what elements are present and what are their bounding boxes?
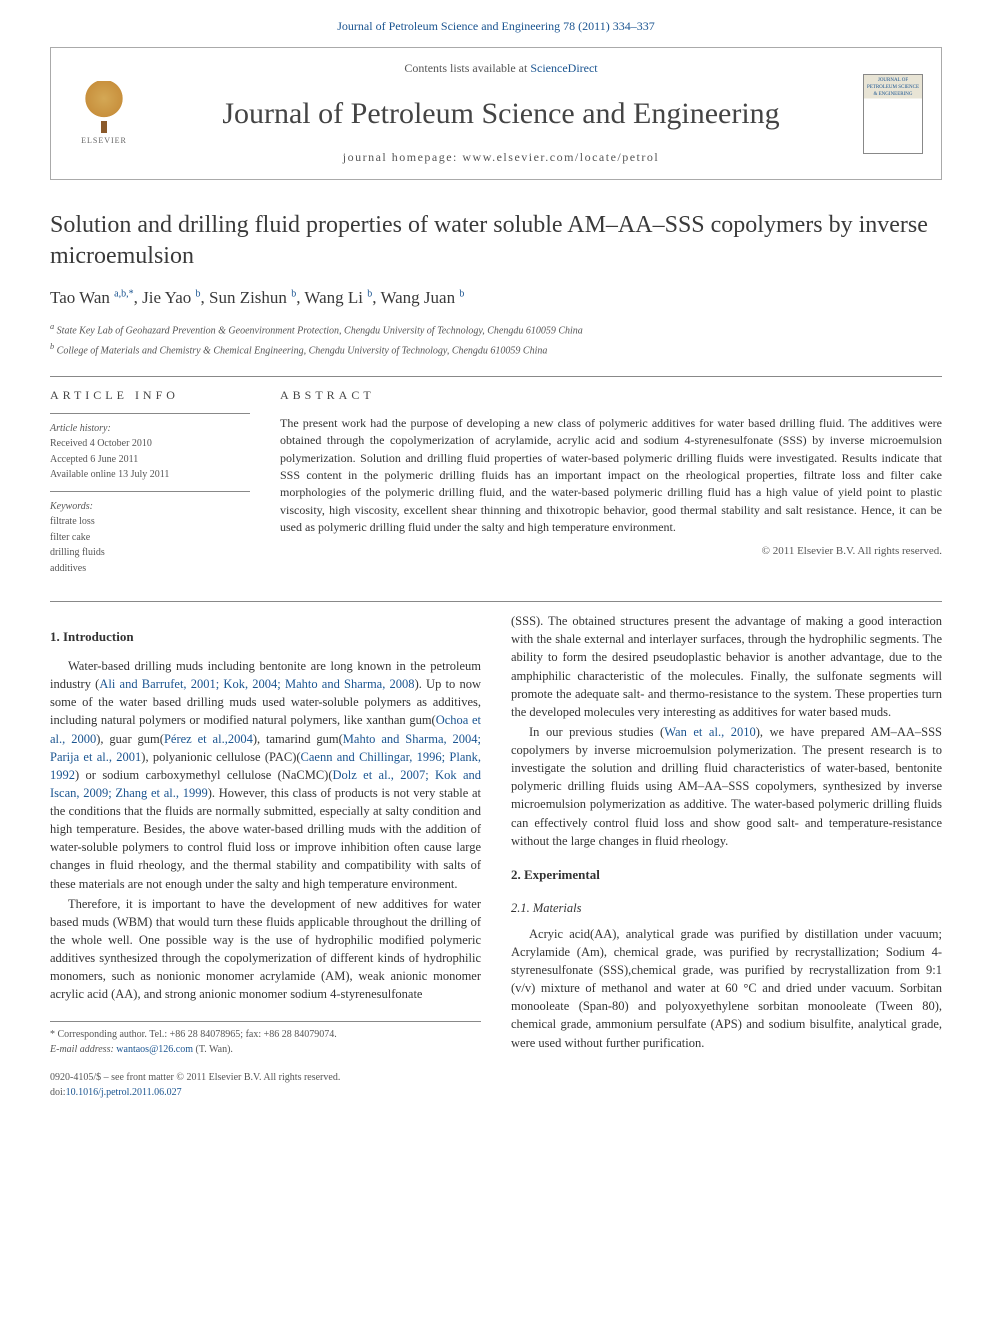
abstract-text: The present work had the purpose of deve… <box>280 415 942 537</box>
keywords-label: Keywords: <box>50 500 250 515</box>
divider <box>50 491 250 492</box>
author: Sun Zishun b <box>209 288 296 307</box>
author: Tao Wan a,b,* <box>50 288 134 307</box>
article-info-head: ARTICLE INFO <box>50 387 250 404</box>
corresponding-star-icon[interactable]: * <box>129 288 134 299</box>
keyword: filter cake <box>50 531 250 546</box>
footnote-block: * Corresponding author. Tel.: +86 28 840… <box>50 1021 481 1057</box>
citation-link[interactable]: Wan et al., 2010 <box>664 725 756 739</box>
front-matter-line: 0920-4105/$ – see front matter © 2011 El… <box>50 1071 942 1086</box>
author: Wang Juan b <box>380 288 464 307</box>
email-line: E-mail address: wantaos@126.com (T. Wan)… <box>50 1043 481 1058</box>
contents-line: Contents lists available at ScienceDirec… <box>139 60 863 77</box>
meta-abstract-row: ARTICLE INFO Article history: Received 4… <box>50 387 942 577</box>
sciencedirect-link[interactable]: ScienceDirect <box>530 61 597 75</box>
author: Wang Li b <box>304 288 372 307</box>
section-heading: 1. Introduction <box>50 628 481 647</box>
received-date: Received 4 October 2010 <box>50 437 250 452</box>
contents-prefix: Contents lists available at <box>404 61 530 75</box>
history-label: Article history: <box>50 422 250 437</box>
doi-label: doi: <box>50 1087 66 1098</box>
paragraph: (SSS). The obtained structures present t… <box>511 612 942 721</box>
publisher-logo: ELSEVIER <box>69 79 139 149</box>
homepage-url[interactable]: www.elsevier.com/locate/petrol <box>462 150 659 164</box>
bottom-meta: 0920-4105/$ – see front matter © 2011 El… <box>0 1071 992 1130</box>
citation-link[interactable]: Pérez et al.,2004 <box>164 732 253 746</box>
journal-cover-thumbnail: JOURNAL OF PETROLEUM SCIENCE & ENGINEERI… <box>863 74 923 154</box>
doi-link[interactable]: 10.1016/j.petrol.2011.06.027 <box>66 1087 182 1098</box>
keyword: filtrate loss <box>50 515 250 530</box>
keyword: drilling fluids <box>50 546 250 561</box>
affiliation: a State Key Lab of Geohazard Prevention … <box>50 321 942 339</box>
subsection-heading: 2.1. Materials <box>511 899 942 917</box>
keyword: additives <box>50 562 250 577</box>
section-heading: 2. Experimental <box>511 866 942 885</box>
article-info-column: ARTICLE INFO Article history: Received 4… <box>50 387 250 577</box>
journal-header-box: ELSEVIER Contents lists available at Sci… <box>50 47 942 179</box>
homepage-prefix: journal homepage: <box>343 150 463 164</box>
abstract-column: ABSTRACT The present work had the purpos… <box>280 387 942 577</box>
abstract-head: ABSTRACT <box>280 387 942 404</box>
cover-label: JOURNAL OF PETROLEUM SCIENCE & ENGINEERI… <box>867 78 919 98</box>
journal-name: Journal of Petroleum Science and Enginee… <box>139 92 863 136</box>
doi-line: doi:10.1016/j.petrol.2011.06.027 <box>50 1086 942 1101</box>
elsevier-tree-icon <box>79 81 129 131</box>
accepted-date: Accepted 6 June 2011 <box>50 453 250 468</box>
article-body: Solution and drilling fluid properties o… <box>0 210 992 1058</box>
paragraph: Acryic acid(AA), analytical grade was pu… <box>511 925 942 1052</box>
paragraph: Water-based drilling muds including bent… <box>50 657 481 893</box>
citation-link[interactable]: Ali and Barrufet, 2001; Kok, 2004; Mahto… <box>99 677 414 691</box>
email-link[interactable]: wantaos@126.com <box>116 1044 193 1055</box>
online-date: Available online 13 July 2011 <box>50 468 250 483</box>
divider <box>50 376 942 377</box>
paragraph: In our previous studies (Wan et al., 201… <box>511 723 942 850</box>
divider <box>50 601 942 602</box>
author: Jie Yao b <box>142 288 200 307</box>
paragraph: Therefore, it is important to have the d… <box>50 895 481 1004</box>
divider <box>50 413 250 414</box>
author-list: Tao Wan a,b,*, Jie Yao b, Sun Zishun b, … <box>50 286 942 311</box>
corresponding-note: * Corresponding author. Tel.: +86 28 840… <box>50 1028 481 1043</box>
abstract-copyright: © 2011 Elsevier B.V. All rights reserved… <box>280 544 942 560</box>
citation-header: Journal of Petroleum Science and Enginee… <box>0 0 992 47</box>
publisher-name: ELSEVIER <box>81 135 127 147</box>
email-label: E-mail address: <box>50 1044 116 1055</box>
article-title: Solution and drilling fluid properties o… <box>50 210 942 272</box>
citation-link[interactable]: Journal of Petroleum Science and Enginee… <box>337 19 654 33</box>
affiliation: b College of Materials and Chemistry & C… <box>50 341 942 359</box>
body-columns: 1. Introduction Water-based drilling mud… <box>50 612 942 1057</box>
homepage-line: journal homepage: www.elsevier.com/locat… <box>139 149 863 166</box>
affiliations: a State Key Lab of Geohazard Prevention … <box>50 321 942 359</box>
header-center: Contents lists available at ScienceDirec… <box>139 60 863 166</box>
